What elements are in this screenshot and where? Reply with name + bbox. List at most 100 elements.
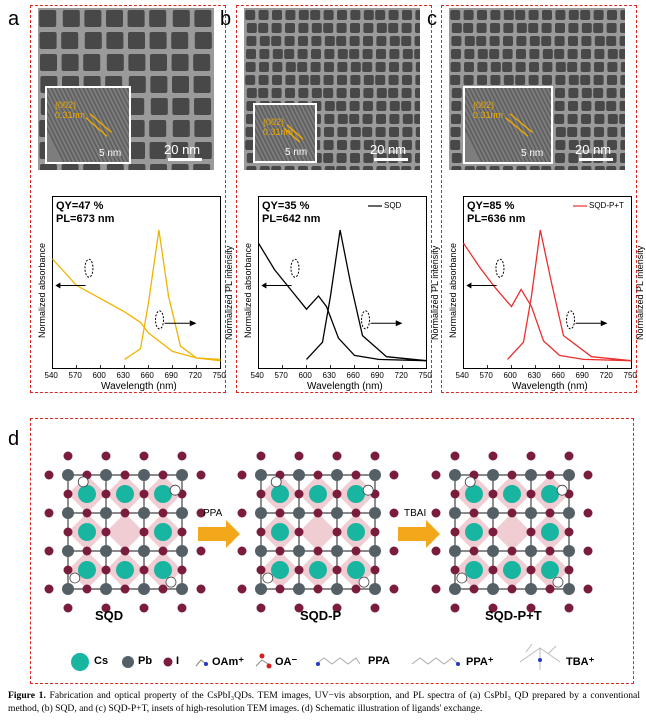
pl-peak-label: PL=673 nm (56, 213, 115, 225)
nanocrystal (477, 75, 487, 85)
nanocrystal (567, 127, 578, 137)
nanocrystal (376, 101, 387, 111)
nanocrystal (272, 10, 282, 20)
nanocrystal (271, 36, 282, 46)
lattice-fringe (488, 88, 527, 162)
lattice-fringe (54, 88, 93, 162)
nanocrystal (619, 166, 625, 170)
plot-frame (52, 196, 221, 369)
nanocrystal (127, 98, 145, 115)
nanocrystal (402, 75, 412, 85)
lattice-fringe (255, 111, 280, 161)
lattice-fringe (472, 88, 511, 162)
pl-peak-label: PL=636 nm (467, 213, 526, 225)
nanocrystal (389, 49, 400, 59)
lattice-fringe (102, 88, 129, 142)
y-axis-label-right: Normalized PL intensity (430, 245, 440, 340)
spectrum-plot-a (52, 196, 221, 369)
quantum-yield-label: QY=35 % (262, 200, 310, 212)
lattice-fringe (516, 88, 551, 158)
nanocrystal (388, 75, 399, 85)
lattice-fringe (118, 88, 129, 110)
nanocrystal (477, 62, 488, 72)
lattice-fringe (504, 88, 543, 162)
quantum-yield-label: QY=47 % (56, 200, 104, 212)
nanocrystal (401, 166, 412, 170)
lattice-fringe (465, 94, 499, 162)
nanocrystal (581, 49, 591, 59)
nanocrystal (272, 75, 282, 85)
lattice-fringe (465, 110, 491, 162)
nanocrystal (350, 153, 360, 163)
caption-text: Fabrication and optical property of the … (8, 690, 640, 714)
nanocrystal (271, 166, 282, 170)
nanocrystal (323, 10, 334, 20)
nanocrystal (402, 140, 412, 150)
nanocrystal (567, 49, 578, 59)
scale-bar (374, 158, 408, 161)
nanocrystal (324, 127, 334, 137)
nanocrystal (336, 101, 347, 111)
nanocrystal (389, 36, 400, 46)
nanocrystal (568, 101, 578, 111)
nanocrystal (246, 49, 256, 59)
nanocrystal (568, 23, 579, 33)
nanocrystal (245, 62, 256, 72)
nanocrystal (568, 153, 579, 163)
lattice-fringe (540, 88, 551, 110)
structure-label-sqd-p: SQD-P (300, 608, 342, 623)
nanocrystal (490, 62, 501, 72)
x-tick-label: 600 (503, 371, 517, 380)
nanocrystal (414, 114, 420, 124)
nanocrystal (258, 23, 269, 33)
lattice-fringe (306, 105, 315, 123)
lattice-fringe (278, 105, 308, 161)
nanocrystal (298, 88, 309, 98)
lattice-fringe (512, 88, 551, 162)
lattice-fringe (94, 88, 129, 158)
nanocrystal (401, 88, 412, 98)
nanocrystal (389, 62, 399, 72)
nanocrystal (529, 166, 540, 170)
y-axis-label-right: Normalized PL intensity (635, 245, 645, 340)
nanocrystal (555, 140, 566, 150)
lattice-fringe (90, 88, 129, 162)
nanocrystal (336, 36, 347, 46)
nanocrystal (245, 140, 256, 150)
nanocrystal (476, 23, 487, 33)
nanocrystal (194, 98, 211, 115)
nanocrystal (285, 10, 296, 20)
nanocrystal (349, 49, 360, 59)
lattice-fringe (484, 88, 523, 162)
nanocrystal (298, 166, 308, 170)
quantum-yield-label: QY=85 % (467, 200, 515, 212)
nanocrystal (388, 88, 399, 98)
lattice-fringe (298, 105, 315, 139)
lattice-fringe (476, 88, 515, 162)
nanocrystal (106, 10, 123, 27)
nanocrystal (336, 88, 347, 98)
x-tick-label: 570 (68, 371, 82, 380)
panel-c-frame (441, 5, 637, 393)
nanocrystal (515, 62, 526, 72)
nanocrystal (402, 49, 413, 59)
panel-letter-b: b (220, 8, 232, 30)
nanocrystal (464, 36, 475, 46)
lattice-fringe (47, 126, 65, 162)
nanocrystal (451, 166, 462, 170)
nanocrystal (363, 88, 374, 98)
nanocrystal (376, 166, 387, 170)
nanocrystal (620, 140, 625, 150)
nanocrystal (311, 23, 322, 33)
nanocrystal (310, 10, 321, 20)
nanocrystal (376, 36, 387, 46)
lattice-fringe (468, 88, 507, 162)
nanocrystal (362, 49, 373, 59)
nanocrystal (541, 166, 552, 170)
nanocrystal (363, 153, 374, 163)
nanocrystal (476, 36, 487, 46)
nanocrystal (451, 101, 462, 111)
nanocrystal (297, 49, 308, 59)
nanocrystal (337, 127, 348, 137)
lattice-fringe (492, 88, 531, 162)
